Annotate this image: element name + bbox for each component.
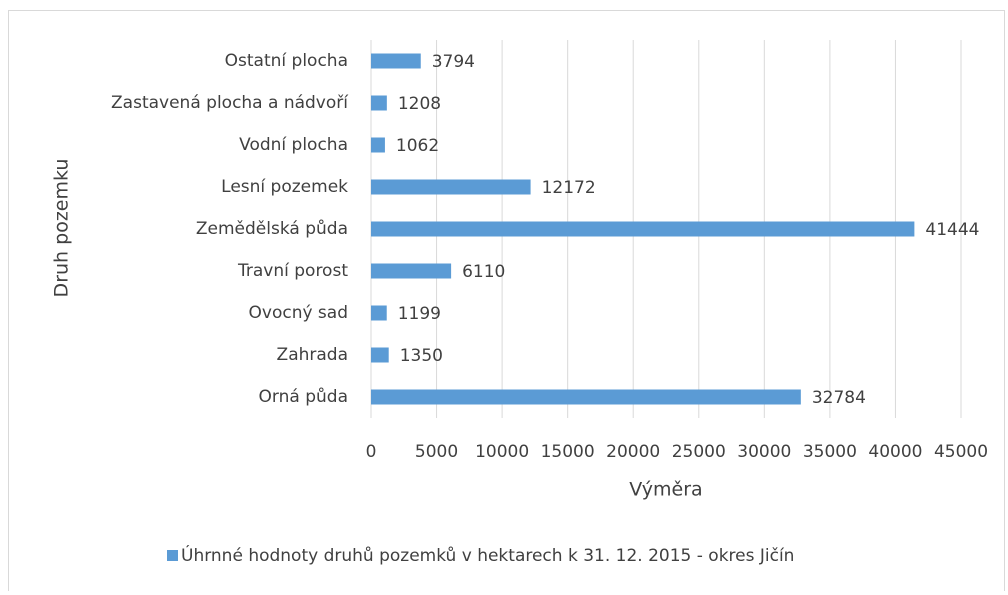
y-tick-label: Ovocný sad: [249, 303, 349, 323]
data-label: 1062: [396, 136, 439, 156]
legend-label: Úhrnné hodnoty druhů pozemků v hektarech…: [181, 544, 794, 566]
bar: [371, 179, 531, 195]
bar: [371, 221, 915, 237]
bar: [371, 389, 801, 405]
legend-swatch: [167, 550, 178, 561]
y-tick-label: Travní porost: [237, 261, 348, 281]
bar: [371, 305, 387, 321]
y-tick-label: Orná půda: [259, 387, 348, 407]
x-tick-label: 10000: [475, 442, 529, 462]
bar: [371, 263, 452, 279]
y-tick-label: Zahrada: [277, 345, 348, 365]
data-label: 1208: [398, 94, 441, 114]
x-tick-label: 35000: [803, 442, 857, 462]
y-tick-label: Zemědělská půda: [196, 219, 348, 239]
x-tick-label: 25000: [672, 442, 726, 462]
bar: [371, 95, 387, 111]
bar: [371, 137, 385, 153]
x-tick-label: 5000: [415, 442, 458, 462]
y-tick-label: Vodní plocha: [239, 135, 348, 155]
bar: [371, 53, 421, 69]
x-tick-label: 20000: [606, 442, 660, 462]
x-tick-label: 0: [366, 442, 377, 462]
x-tick-label: 45000: [934, 442, 988, 462]
y-axis-title: Druh pozemku: [51, 159, 73, 298]
y-tick-label: Ostatní plocha: [225, 51, 348, 71]
x-axis-title: Výměra: [629, 479, 702, 501]
bar: [371, 347, 389, 363]
data-label: 1199: [398, 304, 441, 324]
data-label: 41444: [925, 220, 979, 240]
data-label: 3794: [432, 52, 475, 72]
data-label: 32784: [812, 388, 866, 408]
x-tick-label: 30000: [737, 442, 791, 462]
data-label: 12172: [542, 178, 596, 198]
y-tick-label: Zastavená plocha a nádvoří: [111, 93, 349, 113]
data-label: 6110: [462, 262, 505, 282]
data-label: 1350: [400, 346, 443, 366]
y-tick-label: Lesní pozemek: [221, 177, 348, 197]
x-tick-label: 15000: [541, 442, 595, 462]
x-tick-label: 40000: [868, 442, 922, 462]
chart-border: [8, 10, 1005, 595]
